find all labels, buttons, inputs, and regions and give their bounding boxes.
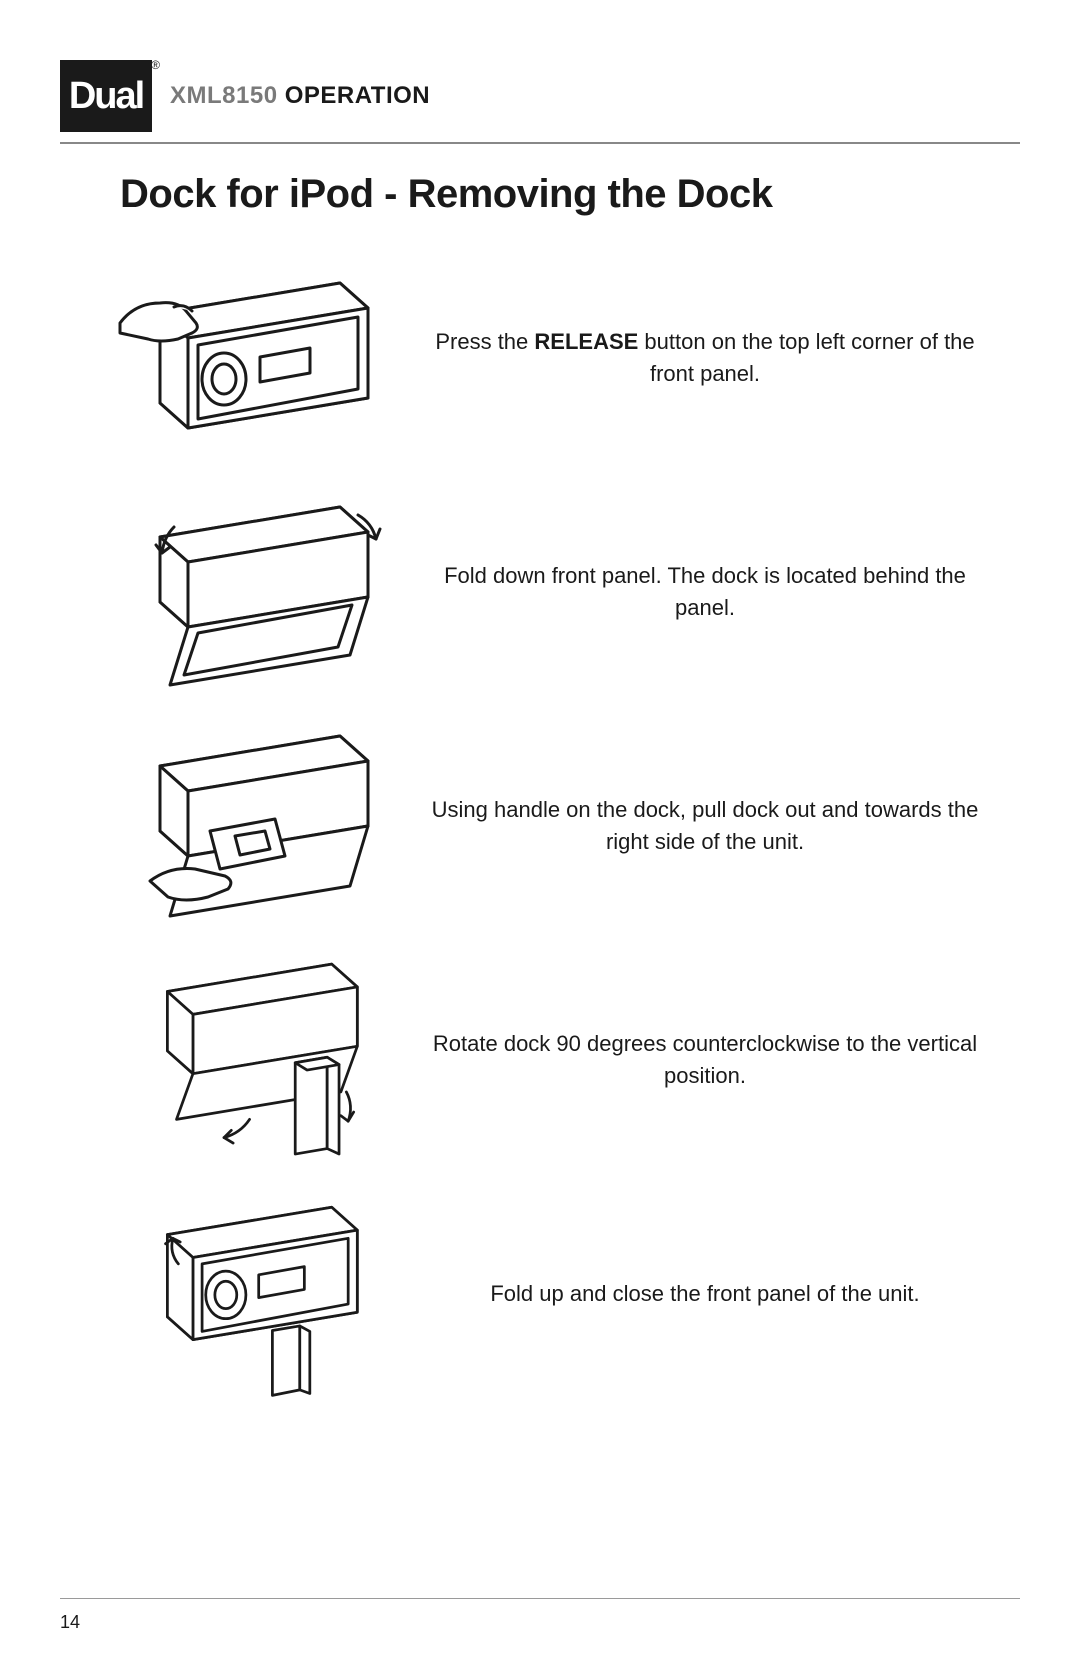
logo-text: Dual bbox=[69, 75, 143, 118]
step-row: Fold down front panel. The dock is locat… bbox=[100, 487, 1000, 697]
brand-logo: Dual ® bbox=[60, 60, 152, 132]
step-text-before: Rotate dock 90 degrees counterclockwise … bbox=[433, 1031, 977, 1088]
page-number: 14 bbox=[60, 1612, 80, 1633]
step-illustration-1 bbox=[100, 253, 390, 463]
step-text-bold: RELEASE bbox=[534, 329, 638, 354]
step-text: Fold up and close the front panel of the… bbox=[420, 1278, 1000, 1310]
step-row: Using handle on the dock, pull dock out … bbox=[100, 721, 1000, 931]
steps-list: Press the RELEASE button on the top left… bbox=[60, 253, 1020, 1399]
step-text-before: Fold down front panel. The dock is locat… bbox=[444, 563, 966, 620]
step-text: Using handle on the dock, pull dock out … bbox=[420, 794, 1000, 858]
header-title: XML8150 OPERATION bbox=[170, 82, 430, 110]
page-title: Dock for iPod - Removing the Dock bbox=[120, 172, 1020, 217]
step-illustration-3 bbox=[100, 721, 390, 931]
registered-mark: ® bbox=[151, 58, 160, 72]
step-text-before: Press the bbox=[435, 329, 534, 354]
step-illustration-4 bbox=[100, 955, 390, 1165]
step-text: Press the RELEASE button on the top left… bbox=[420, 326, 1000, 390]
step-text-after: button on the top left corner of the fro… bbox=[638, 329, 974, 386]
step-text-before: Using handle on the dock, pull dock out … bbox=[432, 797, 979, 854]
step-text-before: Fold up and close the front panel of the… bbox=[490, 1281, 919, 1306]
model-number: XML8150 bbox=[170, 82, 278, 109]
step-illustration-5 bbox=[100, 1189, 390, 1399]
footer-rule bbox=[60, 1598, 1020, 1599]
step-text: Fold down front panel. The dock is locat… bbox=[420, 560, 1000, 624]
section-name: OPERATION bbox=[285, 82, 430, 109]
header-rule bbox=[60, 142, 1020, 144]
step-row: Rotate dock 90 degrees counterclockwise … bbox=[100, 955, 1000, 1165]
step-row: Press the RELEASE button on the top left… bbox=[100, 253, 1000, 463]
step-row: Fold up and close the front panel of the… bbox=[100, 1189, 1000, 1399]
page-header: Dual ® XML8150 OPERATION bbox=[60, 60, 1020, 132]
step-illustration-2 bbox=[100, 487, 390, 697]
step-text: Rotate dock 90 degrees counterclockwise … bbox=[420, 1028, 1000, 1092]
